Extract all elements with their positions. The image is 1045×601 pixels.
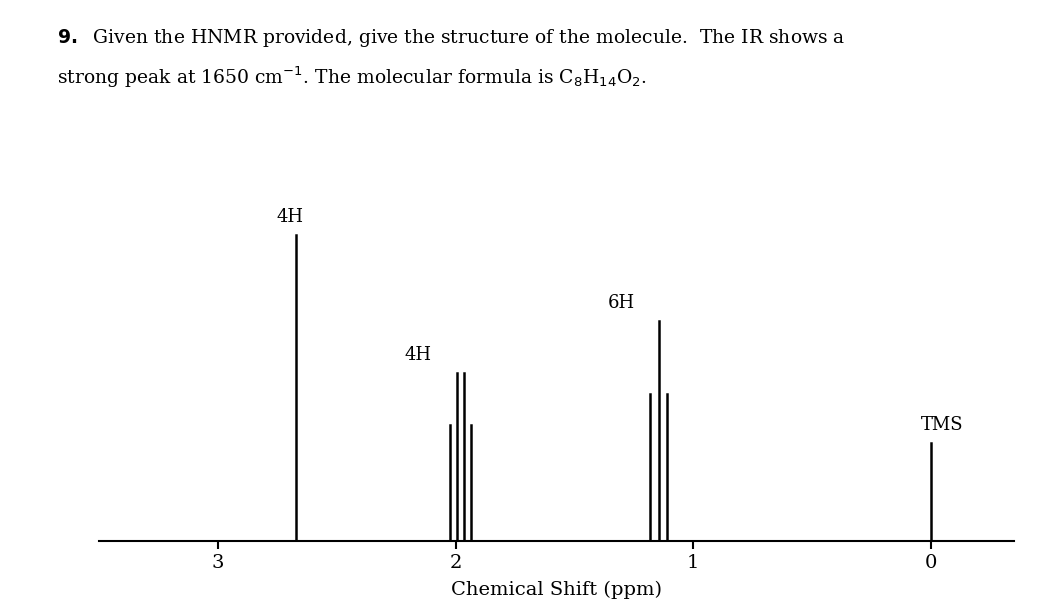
Text: TMS: TMS <box>921 416 963 434</box>
Text: 4H: 4H <box>277 208 303 226</box>
X-axis label: Chemical Shift (ppm): Chemical Shift (ppm) <box>451 581 661 599</box>
Text: 6H: 6H <box>608 294 634 312</box>
Text: $\mathbf{9.}$  Given the HNMR provided, give the structure of the molecule.  The: $\mathbf{9.}$ Given the HNMR provided, g… <box>57 27 846 49</box>
Text: 4H: 4H <box>404 346 432 364</box>
Text: strong peak at 1650 cm$^{-1}$. The molecular formula is C$_{8}$H$_{14}$O$_{2}$.: strong peak at 1650 cm$^{-1}$. The molec… <box>57 64 647 90</box>
